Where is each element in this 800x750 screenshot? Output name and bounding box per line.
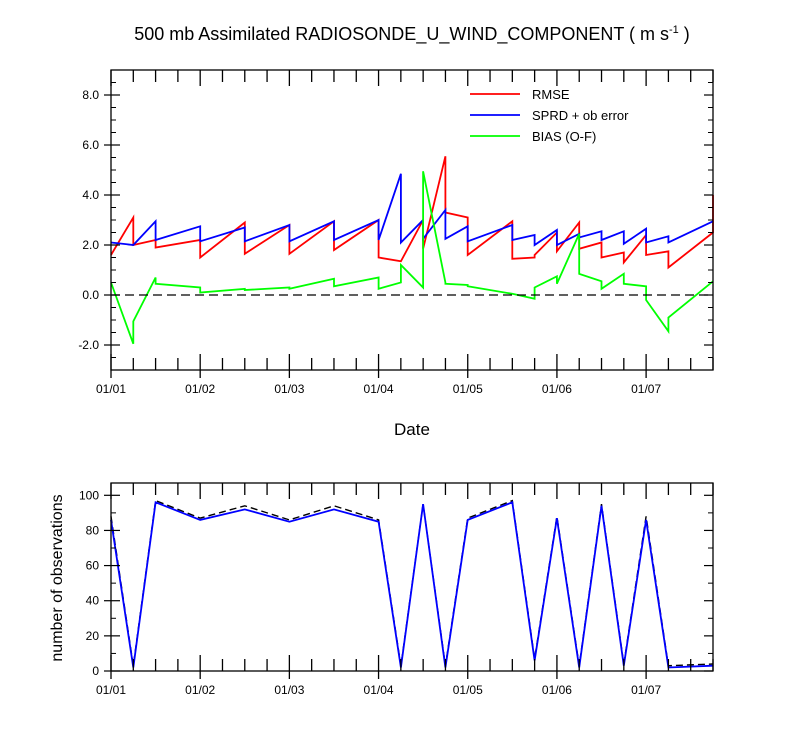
y-axis-label-observations: number of observations — [49, 494, 66, 661]
y-tick-label: 20 — [86, 629, 100, 643]
x-tick-label: 01/02 — [185, 683, 215, 697]
y-tick-label: 8.0 — [82, 88, 99, 102]
y-tick-label: 0.0 — [82, 288, 99, 302]
y-tick-label: 60 — [86, 559, 100, 573]
plot-frame — [110, 482, 714, 672]
x-tick-label: 01/07 — [631, 382, 661, 396]
series-line-assimilated — [110, 501, 714, 669]
legend-label: BIAS (O-F) — [532, 129, 596, 144]
y-tick-label: 80 — [86, 523, 100, 537]
y-tick-label: 2.0 — [82, 238, 99, 252]
series-line-bias-o-f — [110, 171, 714, 345]
bottom-series-lines — [110, 499, 714, 669]
bottom-axis-ticks: 0 20 40 60 80 100 01/01 01/02 01/03 01/04 01/05 01/… — [79, 483, 714, 697]
x-tick-label: 01/04 — [364, 382, 394, 396]
x-tick-label: 01/01 — [96, 683, 126, 697]
x-tick-label: 01/03 — [274, 382, 304, 396]
y-tick-label: -2.0 — [78, 338, 99, 352]
chart-title-superscript: -1 — [669, 24, 679, 36]
legend-label: RMSE — [532, 87, 570, 102]
y-tick-label: 4.0 — [82, 188, 99, 202]
bottom-axes-frame — [110, 482, 714, 672]
series-line-rmse — [110, 156, 714, 270]
y-tick-label: 40 — [86, 594, 100, 608]
x-tick-label: 01/04 — [364, 683, 394, 697]
chart-title: 500 mb Assimilated RADIOSONDE_U_WIND_COM… — [134, 24, 690, 45]
legend: RMSE SPRD + ob error BIAS (O-F) — [470, 87, 629, 144]
x-tick-label: 01/01 — [96, 382, 126, 396]
bottom-chart-panel: 0 20 40 60 80 100 01/01 01/02 01/03 01/04 01/05 01/… — [79, 482, 714, 697]
x-tick-label: 01/06 — [542, 382, 572, 396]
x-tick-label: 01/07 — [631, 683, 661, 697]
top-series-lines — [110, 156, 714, 345]
legend-label: SPRD + ob error — [532, 108, 629, 123]
y-tick-label: 6.0 — [82, 138, 99, 152]
chart-title-text: 500 mb Assimilated RADIOSONDE_U_WIND_COM… — [134, 24, 669, 45]
x-tick-label: 01/02 — [185, 382, 215, 396]
series-line-sprd-ob-error — [110, 173, 714, 247]
y-tick-label: 0 — [92, 664, 99, 678]
x-tick-label: 01/05 — [453, 382, 483, 396]
x-tick-label: 01/05 — [453, 683, 483, 697]
x-tick-label: 01/06 — [542, 683, 572, 697]
chart-title-suffix: ) — [679, 24, 690, 44]
y-tick-label: 100 — [79, 488, 99, 502]
x-axis-label: Date — [394, 420, 430, 439]
top-chart-panel: RMSE SPRD + ob error BIAS (O-F) -2.0 0.0 2.0… — [78, 69, 714, 396]
top-axis-ticks: -2.0 0.0 2.0 4.0 6.0 8.0 01/01 01/02 01/03 01/04 0… — [78, 69, 714, 396]
x-tick-label: 01/03 — [274, 683, 304, 697]
